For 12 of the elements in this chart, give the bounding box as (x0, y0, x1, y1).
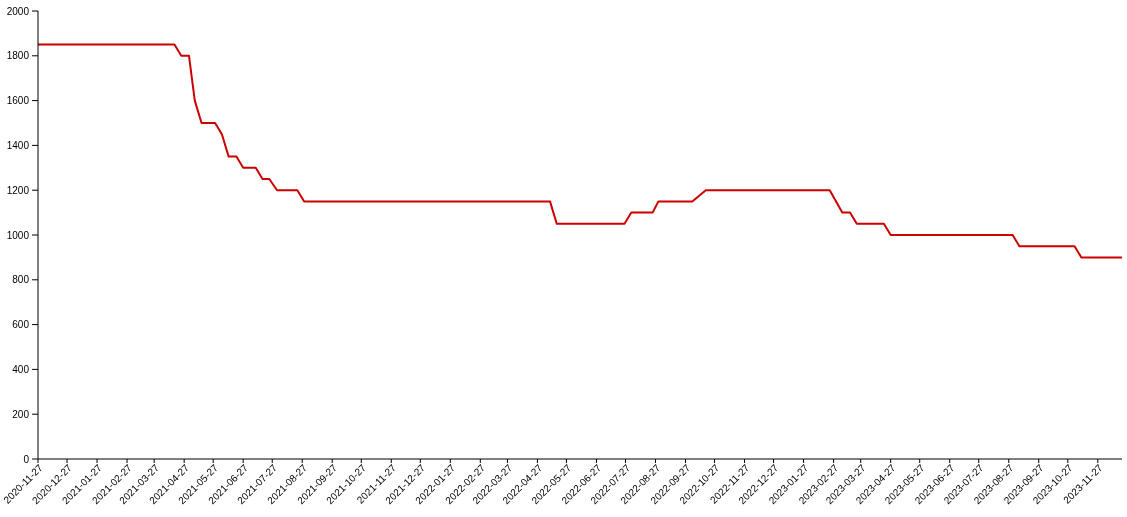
y-tick-label: 800 (12, 274, 30, 286)
y-tick-label: 1000 (6, 229, 30, 241)
y-tick-label: 600 (12, 319, 30, 331)
y-tick-label: 200 (12, 408, 30, 420)
line-series (38, 43, 1122, 259)
y-tick-label: 400 (12, 363, 30, 375)
y-tick-label: 1200 (6, 184, 30, 196)
y-tick-label: 0 (23, 453, 30, 465)
y-tick-label: 1800 (6, 50, 30, 62)
y-tick-label: 2000 (6, 5, 30, 17)
y-tick-label: 1400 (6, 139, 30, 151)
y-tick-label: 1600 (6, 95, 30, 107)
